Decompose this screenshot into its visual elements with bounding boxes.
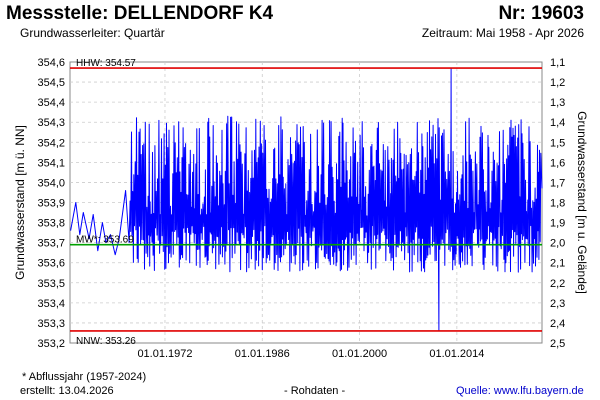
y-tick-label: 353,8 [37, 218, 65, 230]
y2-tick-label: 1,7 [550, 177, 565, 189]
x-tick-label: 01.01.1986 [235, 348, 290, 360]
y-tick-label: 354,4 [37, 97, 65, 109]
y2-tick-label: 1,9 [550, 218, 565, 230]
y-tick-label: 353,4 [37, 298, 65, 310]
y2-tick-label: 1,4 [550, 117, 565, 129]
y-tick-label: 354,0 [37, 177, 65, 189]
source-link[interactable]: Quelle: www.lfu.bayern.de [456, 385, 584, 397]
y2-tick-label: 1,8 [550, 198, 565, 210]
aquifer-label: Grundwasserleiter: Quartär [20, 26, 165, 40]
groundwater-level-series [70, 67, 543, 332]
x-tick-label: 01.01.1972 [137, 348, 192, 360]
y-axis-label: Grundwasserstand [m ü. NN] [13, 125, 27, 280]
y-tick-label: 353,3 [37, 318, 65, 330]
reference-line-label: MW*: 353.69 [76, 235, 134, 246]
y2-tick-label: 1,1 [550, 57, 565, 69]
y2-tick-label: 1,2 [550, 77, 565, 89]
y-tick-label: 354,5 [37, 77, 65, 89]
y2-tick-label: 2,1 [550, 258, 565, 270]
station-number: Nr: 19603 [498, 3, 584, 24]
y2-axis-label: Grundwasserstand [m u. Gelände] [575, 111, 589, 294]
y-tick-label: 353,9 [37, 198, 65, 210]
footnote-abflussjahr: * Abflussjahr (1957-2024) [22, 371, 147, 383]
y-tick-label: 354,2 [37, 137, 65, 149]
y2-tick-label: 2,5 [550, 338, 565, 350]
y-tick-label: 354,6 [37, 57, 65, 69]
y-tick-label: 353,2 [37, 338, 65, 350]
y2-tick-label: 1,6 [550, 157, 565, 169]
y-tick-label: 353,6 [37, 258, 65, 270]
period-label: Zeitraum: Mai 1958 - Apr 2026 [421, 26, 584, 40]
page-title: Messstelle: DELLENDORF K4 [6, 3, 274, 24]
x-tick-label: 01.01.2014 [429, 348, 484, 360]
reference-line-label: HHW: 354.57 [76, 58, 136, 69]
y2-tick-label: 1,5 [550, 137, 565, 149]
raw-data-label: - Rohdaten - [284, 385, 346, 397]
y2-tick-label: 2,4 [550, 318, 565, 330]
y2-tick-label: 2,0 [550, 238, 565, 250]
y2-tick-label: 1,3 [550, 97, 565, 109]
y-tick-label: 353,5 [37, 278, 65, 290]
created-date: erstellt: 13.04.2026 [20, 385, 114, 397]
y2-tick-label: 2,2 [550, 278, 565, 290]
y-tick-label: 354,3 [37, 117, 65, 129]
y-tick-label: 353,7 [37, 238, 65, 250]
y2-tick-label: 2,3 [550, 298, 565, 310]
y-tick-label: 354,1 [37, 157, 65, 169]
reference-line-label: NNW: 353.26 [76, 336, 136, 347]
x-tick-label: 01.01.2000 [332, 348, 387, 360]
